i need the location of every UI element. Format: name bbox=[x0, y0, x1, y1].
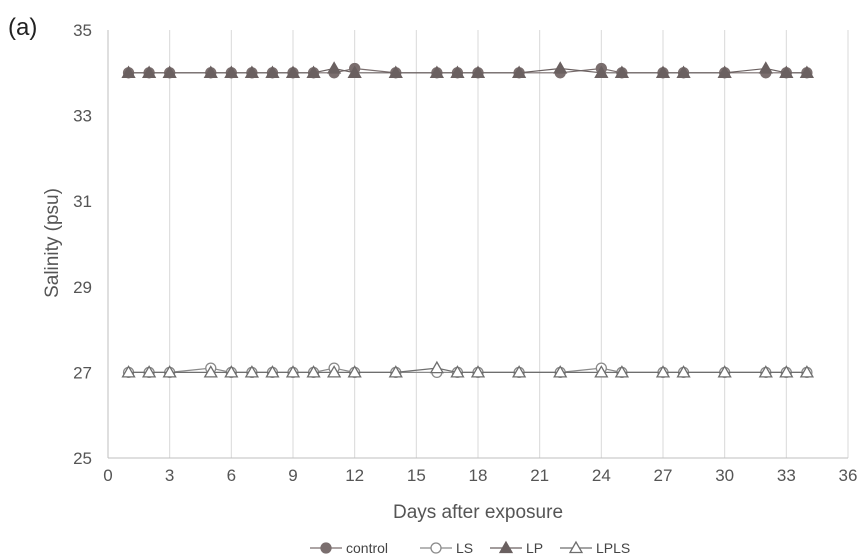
data-point-lpls bbox=[203, 365, 218, 378]
data-point-lp bbox=[121, 65, 136, 78]
data-point-lp bbox=[470, 65, 486, 78]
x-tick-label: 30 bbox=[715, 466, 734, 485]
y-tick-label: 33 bbox=[73, 107, 92, 126]
data-point-lp bbox=[285, 65, 301, 78]
panel-label: (a) bbox=[8, 14, 38, 41]
data-point-lpls bbox=[388, 365, 403, 378]
x-tick-label: 36 bbox=[839, 466, 858, 485]
data-point-lpls bbox=[717, 365, 732, 378]
x-tick-label: 24 bbox=[592, 466, 611, 485]
x-tick-label: 0 bbox=[103, 466, 112, 485]
data-point-lp bbox=[758, 61, 773, 74]
x-tick-label: 18 bbox=[469, 466, 488, 485]
legend-label: control bbox=[346, 540, 388, 556]
x-tick-label: 12 bbox=[345, 466, 364, 485]
x-tick-label: 33 bbox=[777, 466, 796, 485]
data-point-lp bbox=[655, 65, 671, 78]
series-lpls bbox=[121, 360, 815, 378]
legend-item-lpls: LPLS bbox=[560, 540, 630, 556]
data-point-lpls bbox=[224, 365, 239, 378]
data-point-lp bbox=[717, 65, 732, 78]
data-point-lpls bbox=[614, 365, 630, 378]
data-point-lp bbox=[326, 61, 342, 74]
data-point-lp bbox=[224, 65, 239, 78]
axes bbox=[107, 30, 848, 459]
data-point-lpls bbox=[244, 365, 260, 378]
series-lp bbox=[121, 61, 815, 78]
y-axis-title: Salinity (psu) bbox=[42, 188, 63, 298]
data-point-lp bbox=[388, 65, 403, 78]
data-point-lp bbox=[614, 65, 630, 78]
legend-label: LS bbox=[456, 540, 473, 556]
data-point-lp bbox=[265, 65, 280, 78]
data-point-lpls bbox=[553, 365, 568, 378]
data-point-lp bbox=[347, 65, 362, 78]
legend-marker bbox=[498, 540, 514, 554]
data-point-lpls bbox=[429, 360, 445, 374]
legend-marker bbox=[430, 542, 442, 554]
data-point-lp bbox=[511, 65, 527, 78]
data-point-lpls bbox=[347, 365, 362, 378]
y-tick-label: 27 bbox=[73, 363, 92, 382]
legend-item-lp: LP bbox=[490, 540, 543, 556]
x-tick-label: 27 bbox=[654, 466, 673, 485]
data-point-lpls bbox=[779, 365, 794, 378]
y-tick-label: 29 bbox=[73, 278, 92, 297]
x-tick-label: 9 bbox=[288, 466, 297, 485]
data-point-lpls bbox=[676, 365, 691, 378]
x-tick-label: 3 bbox=[165, 466, 174, 485]
data-point-lpls bbox=[121, 365, 136, 378]
x-tick-label: 21 bbox=[530, 466, 549, 485]
data-point-lpls bbox=[470, 365, 486, 378]
data-point-lpls bbox=[265, 365, 280, 378]
data-point-lpls bbox=[306, 365, 321, 378]
data-point-lpls bbox=[594, 365, 609, 378]
legend-marker bbox=[568, 540, 584, 554]
data-point-lp bbox=[306, 65, 321, 78]
y-tick-label: 35 bbox=[73, 21, 92, 40]
data-point-lpls bbox=[799, 365, 815, 378]
data-point-lpls bbox=[450, 365, 465, 378]
data-point-lpls bbox=[141, 365, 157, 378]
data-point-lpls bbox=[285, 365, 301, 378]
data-point-lp bbox=[553, 61, 568, 74]
legend: control LS LP LPLS bbox=[310, 540, 630, 556]
legend-label: LPLS bbox=[596, 540, 630, 556]
data-point-lpls bbox=[758, 365, 773, 378]
grid-lines bbox=[169, 30, 849, 458]
data-point-lp bbox=[244, 65, 260, 78]
x-tick-label: 15 bbox=[407, 466, 426, 485]
y-tick-label: 25 bbox=[73, 449, 92, 468]
y-tick-label: 31 bbox=[73, 192, 92, 211]
data-point-lp bbox=[799, 65, 815, 78]
data-point-lpls bbox=[326, 365, 342, 378]
legend-item-ls: LS bbox=[420, 540, 473, 556]
data-point-lp bbox=[162, 65, 177, 78]
data-point-lpls bbox=[655, 365, 671, 378]
data-point-lpls bbox=[511, 365, 527, 378]
data-point-lp bbox=[779, 65, 794, 78]
data-point-lpls bbox=[162, 365, 177, 378]
data-point-lp bbox=[203, 65, 218, 78]
legend-marker bbox=[320, 542, 332, 554]
data-point-lp bbox=[594, 65, 609, 78]
legend-item-control: control bbox=[310, 540, 388, 556]
x-tick-label: 6 bbox=[227, 466, 236, 485]
data-point-lp bbox=[141, 65, 157, 78]
data-series bbox=[121, 61, 815, 379]
legend-label: LP bbox=[526, 540, 543, 556]
data-point-lp bbox=[429, 65, 445, 78]
x-axis-title: Days after exposure bbox=[393, 502, 563, 523]
data-point-lp bbox=[676, 65, 691, 78]
data-point-lp bbox=[450, 65, 465, 78]
